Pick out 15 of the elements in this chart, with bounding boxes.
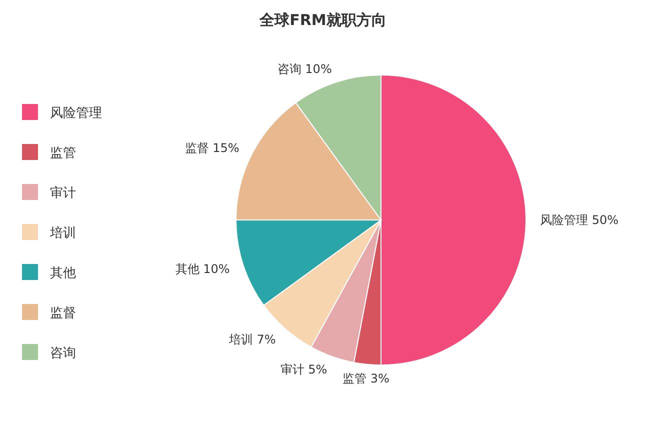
legend-label: 咨询 <box>50 346 76 361</box>
data-label: 审计 5% <box>280 362 328 377</box>
data-label: 培训 7% <box>228 332 276 346</box>
data-label: 监督 15% <box>184 140 240 155</box>
legend-label: 风险管理 <box>50 106 102 121</box>
legend-label: 监督 <box>50 306 76 321</box>
data-label: 咨询 10% <box>277 62 332 76</box>
data-label: 监管 3% <box>342 371 390 386</box>
legend-label: 监管 <box>50 146 76 161</box>
chart-title: 全球FRM就职方向 <box>258 11 386 29</box>
data-label: 其他 10% <box>175 262 230 276</box>
legend-label: 其他 <box>50 266 76 281</box>
data-label: 风险管理 50% <box>540 213 618 227</box>
legend-label: 审计 <box>50 185 76 201</box>
legend-label: 培训 <box>49 226 76 241</box>
